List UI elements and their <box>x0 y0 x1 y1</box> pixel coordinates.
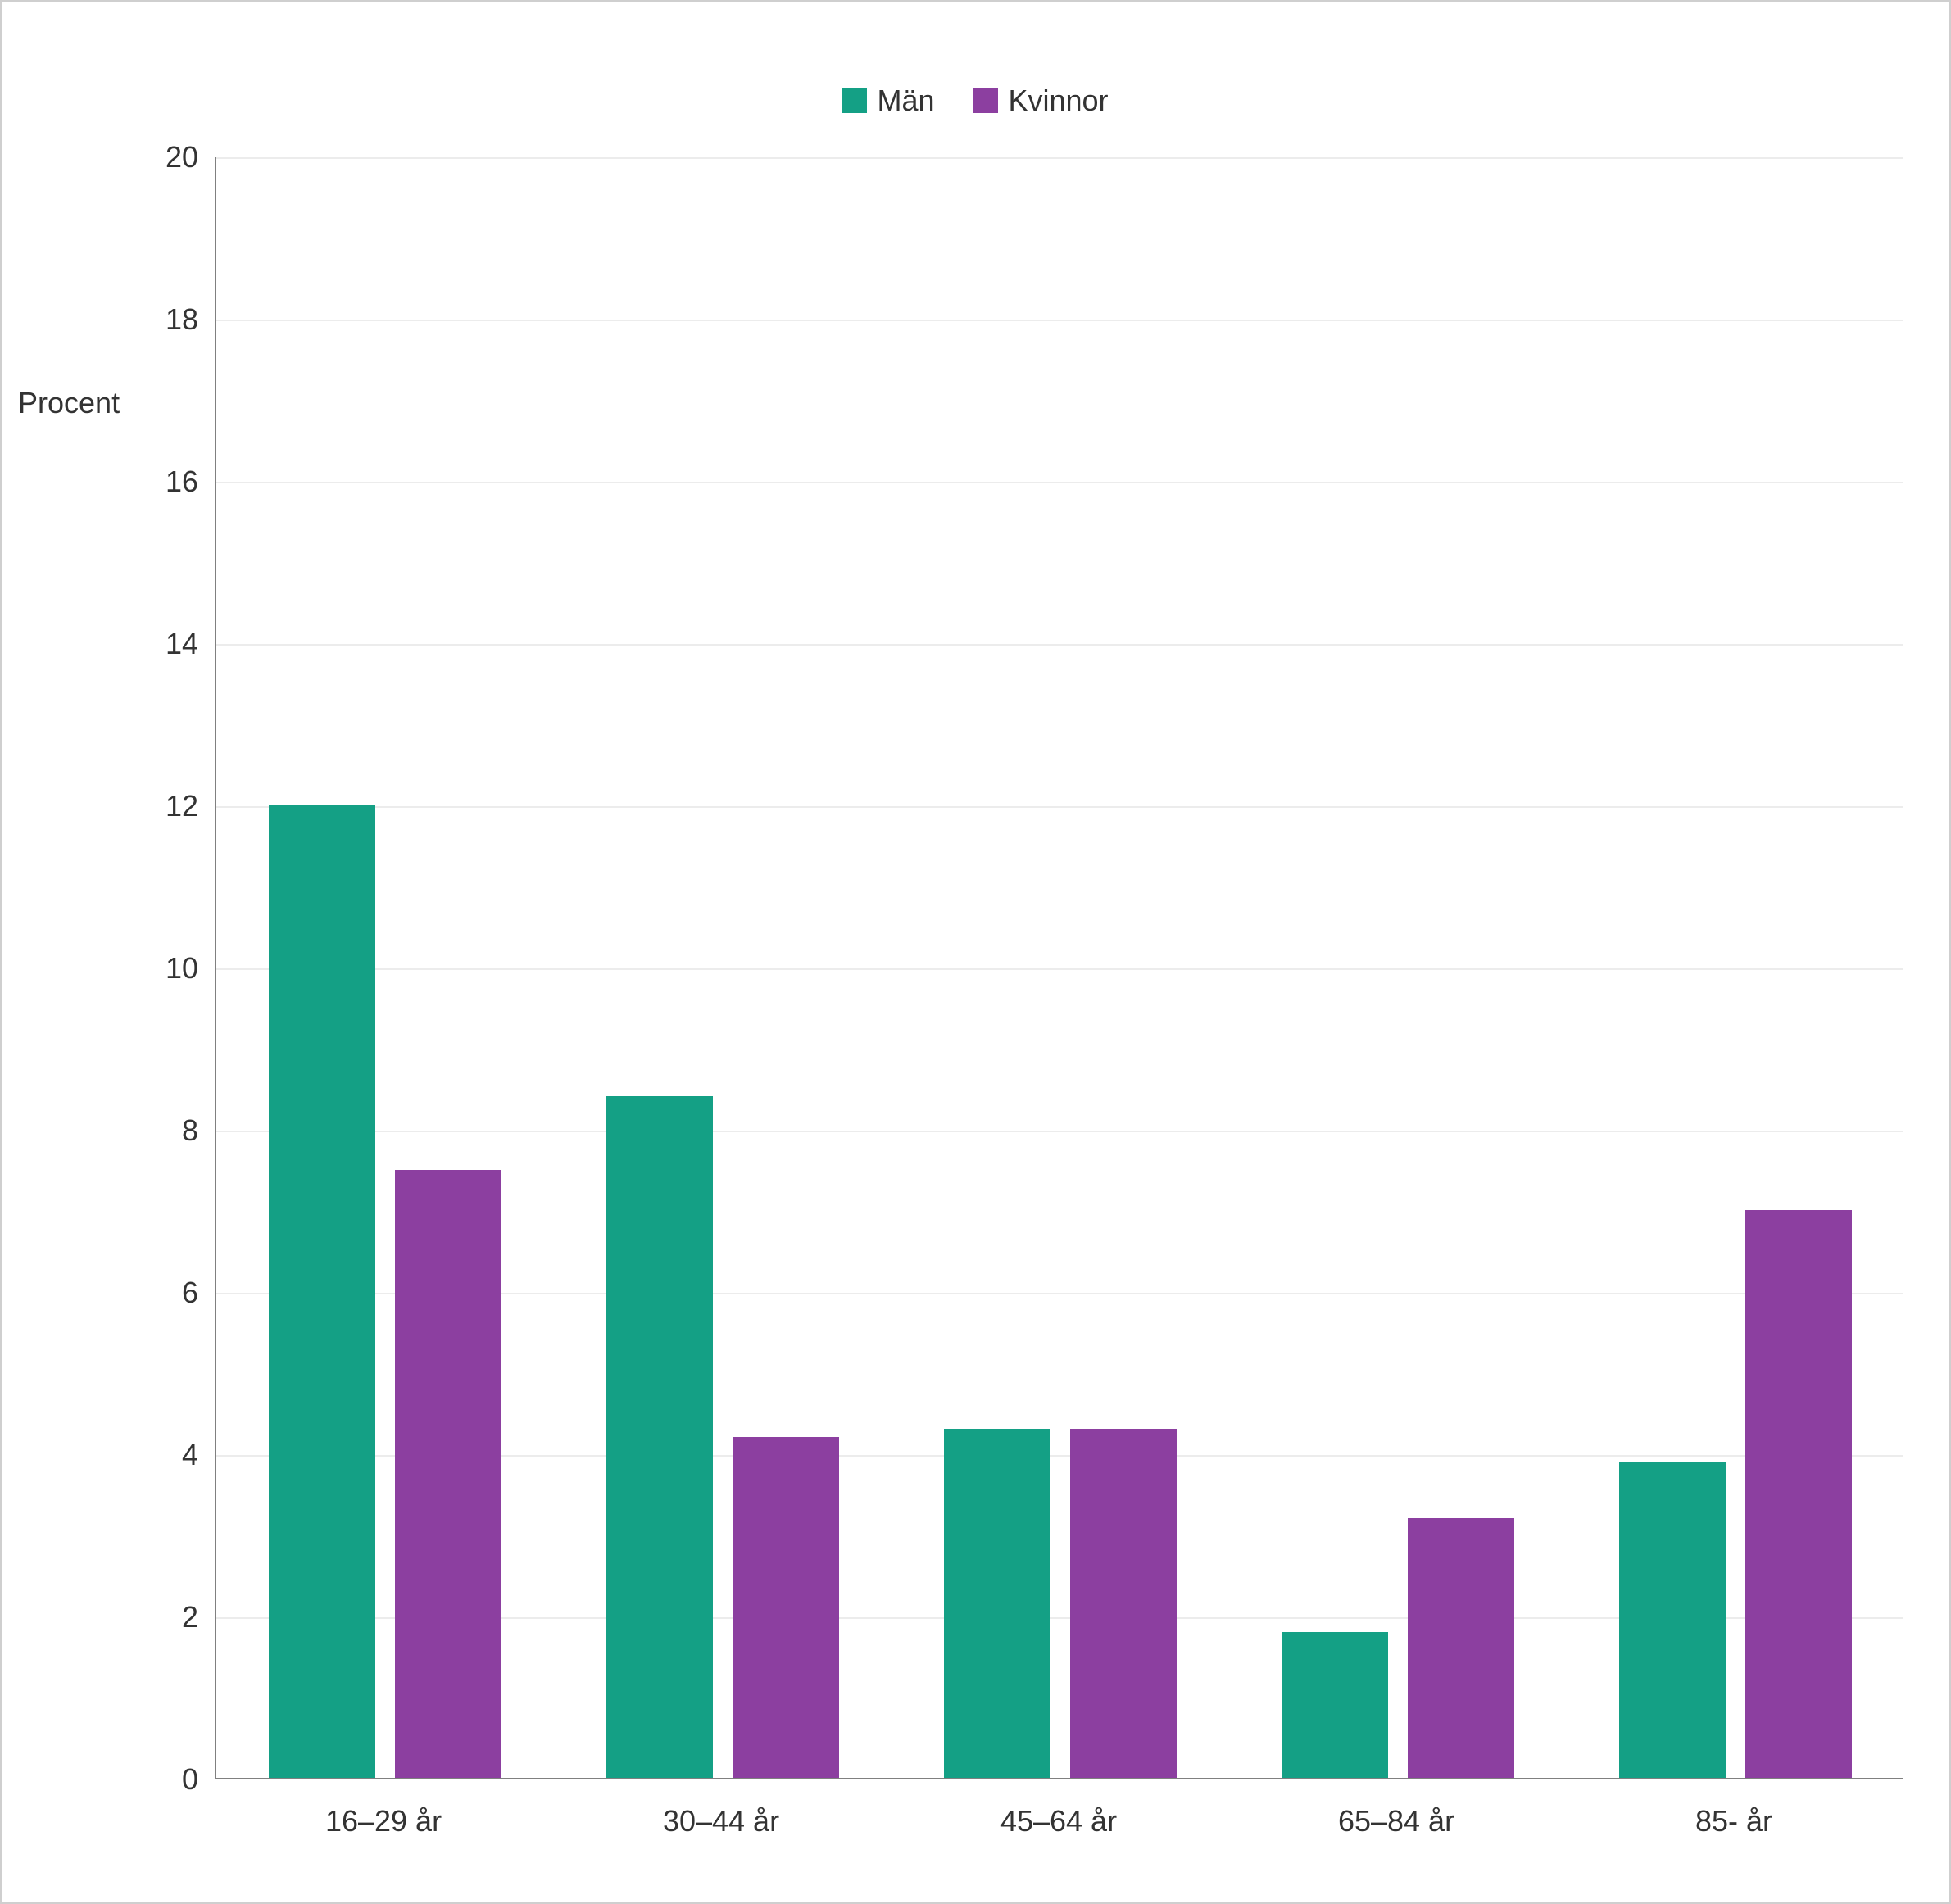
bar <box>733 1437 839 1778</box>
bar <box>1282 1632 1388 1778</box>
y-tick-label: 8 <box>149 1113 198 1148</box>
gridline <box>216 320 1903 321</box>
y-axis-title: Procent <box>18 386 120 420</box>
y-tick-label: 4 <box>149 1438 198 1472</box>
bar <box>944 1429 1050 1778</box>
chart-container: Män Kvinnor Procent 0 2 4 6 8 10 12 14 16 18 20 16–… <box>0 0 1951 1904</box>
gridline <box>216 1131 1903 1132</box>
bar <box>1408 1518 1514 1778</box>
y-tick-label: 18 <box>149 302 198 337</box>
x-tick-label: 85- år <box>1695 1804 1772 1838</box>
gridline <box>216 644 1903 646</box>
bar <box>269 805 375 1778</box>
bar <box>1745 1210 1852 1778</box>
y-tick-label: 12 <box>149 789 198 823</box>
x-tick-label: 45–64 år <box>1000 1804 1117 1838</box>
y-tick-label: 6 <box>149 1276 198 1310</box>
bar <box>1070 1429 1177 1778</box>
bar <box>606 1096 713 1778</box>
y-tick-label: 14 <box>149 627 198 661</box>
legend: Män Kvinnor <box>2 84 1949 118</box>
gridline <box>216 968 1903 970</box>
legend-label-0: Män <box>877 84 934 118</box>
x-tick-label: 16–29 år <box>325 1804 442 1838</box>
plot-area <box>215 157 1903 1779</box>
x-tick-label: 65–84 år <box>1338 1804 1454 1838</box>
gridline <box>216 157 1903 159</box>
legend-swatch-0 <box>842 88 867 113</box>
gridline <box>216 482 1903 483</box>
y-tick-label: 10 <box>149 951 198 986</box>
legend-label-1: Kvinnor <box>1008 84 1108 118</box>
x-tick-label: 30–44 år <box>663 1804 779 1838</box>
bar <box>395 1170 501 1779</box>
gridline <box>216 806 1903 808</box>
y-tick-label: 20 <box>149 140 198 175</box>
legend-item-1: Kvinnor <box>973 84 1108 118</box>
bar <box>1619 1462 1726 1778</box>
y-tick-label: 2 <box>149 1600 198 1634</box>
legend-swatch-1 <box>973 88 998 113</box>
legend-item-0: Män <box>842 84 934 118</box>
y-tick-label: 16 <box>149 465 198 499</box>
y-tick-label: 0 <box>149 1762 198 1797</box>
